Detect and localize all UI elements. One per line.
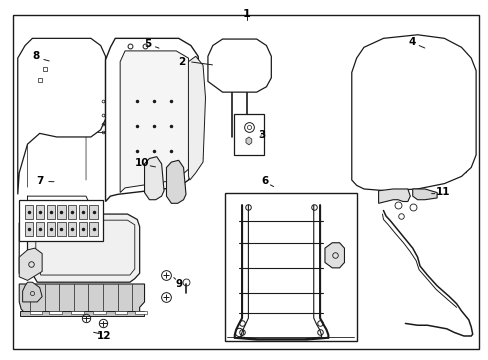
Polygon shape (325, 243, 344, 268)
Text: 9: 9 (175, 279, 182, 289)
Text: 10: 10 (134, 158, 148, 168)
Polygon shape (144, 157, 163, 200)
Bar (30, 311, 42, 314)
Polygon shape (27, 214, 140, 282)
Polygon shape (105, 39, 200, 202)
Bar (25, 222, 33, 235)
Bar (79, 222, 87, 235)
Text: 8: 8 (33, 51, 40, 61)
Bar (87, 226, 94, 234)
Polygon shape (188, 56, 205, 180)
Bar (89, 222, 98, 235)
Bar (87, 214, 94, 223)
Polygon shape (27, 211, 96, 239)
Polygon shape (351, 35, 475, 191)
Polygon shape (19, 248, 42, 280)
Polygon shape (378, 189, 409, 203)
Bar (78, 214, 84, 223)
Text: 3: 3 (258, 130, 265, 140)
Polygon shape (19, 284, 144, 315)
Text: 12: 12 (97, 331, 111, 341)
Bar (224, 193, 356, 341)
Polygon shape (166, 160, 185, 203)
Bar (59, 226, 66, 234)
Bar (46, 222, 55, 235)
Polygon shape (19, 200, 103, 241)
Bar (57, 205, 65, 219)
Bar (50, 214, 57, 223)
Text: 1: 1 (243, 9, 250, 19)
Bar (135, 311, 147, 314)
Bar (41, 214, 47, 223)
Text: 6: 6 (261, 176, 268, 186)
Bar (31, 214, 38, 223)
Bar (68, 226, 75, 234)
Polygon shape (120, 51, 190, 193)
Bar (49, 311, 61, 314)
Bar (57, 222, 65, 235)
Bar (36, 222, 44, 235)
Polygon shape (412, 189, 436, 200)
Polygon shape (207, 39, 271, 92)
Bar (31, 226, 38, 234)
Polygon shape (22, 282, 42, 302)
Bar (233, 114, 264, 155)
Bar (46, 205, 55, 219)
Bar (41, 226, 47, 234)
Text: 4: 4 (407, 37, 415, 47)
Polygon shape (20, 311, 143, 316)
Bar (68, 205, 76, 219)
Bar (79, 205, 87, 219)
Text: 2: 2 (178, 57, 185, 67)
Text: 11: 11 (435, 187, 450, 197)
Bar (71, 311, 83, 314)
Bar (68, 214, 75, 223)
Bar (93, 311, 105, 314)
Bar (50, 226, 57, 234)
Text: 5: 5 (144, 40, 151, 49)
Polygon shape (18, 39, 105, 194)
Text: 7: 7 (37, 176, 44, 186)
Polygon shape (245, 137, 251, 145)
Bar (68, 222, 76, 235)
Bar (115, 311, 127, 314)
Bar (89, 205, 98, 219)
Bar (36, 205, 44, 219)
Bar (59, 214, 66, 223)
Bar (78, 226, 84, 234)
Bar (25, 205, 33, 219)
